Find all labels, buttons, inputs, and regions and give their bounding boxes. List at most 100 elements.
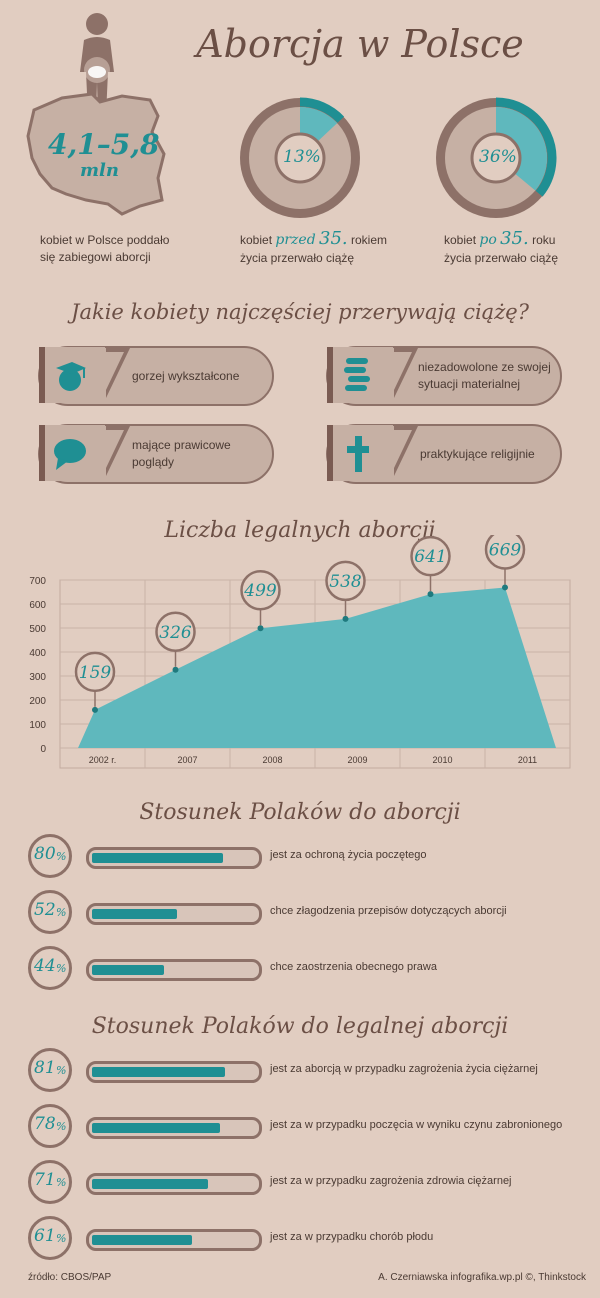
donut-after-35-caption: kobiet po 35. roku bbox=[444, 230, 555, 249]
who-item-politics-label: mające prawicowe poglądy bbox=[132, 438, 231, 469]
legal-attitude-row-label: jest za w przypadku chorób płodu bbox=[270, 1231, 434, 1243]
donut-after-35-cap-b: roku bbox=[532, 233, 556, 247]
pointer-triangle-icon bbox=[394, 348, 418, 398]
attitude-row-pct-circle bbox=[28, 946, 72, 990]
legal-attitude-row-pct-sign: % bbox=[56, 1120, 67, 1133]
donut-before-35 bbox=[240, 97, 360, 218]
chart-y-tick: 200 bbox=[29, 696, 46, 707]
attitude-row-pct-sign: % bbox=[56, 906, 67, 919]
pointer-triangle-icon bbox=[106, 348, 130, 398]
donut-before-35-value: 13% bbox=[283, 147, 321, 167]
attitude-row-pct-value: 44 bbox=[34, 956, 56, 976]
who-title: Jakie kobiety najczęściej przerywają cią… bbox=[71, 300, 529, 324]
chart-y-tick: 400 bbox=[29, 648, 46, 659]
pregnant-woman-icon bbox=[80, 13, 114, 115]
legal-attitude-row-pct-value: 61 bbox=[34, 1226, 56, 1246]
donut-after-35-cap-num: 35. bbox=[500, 228, 529, 249]
pointer-triangle-icon bbox=[394, 426, 418, 476]
chart-label-bubble bbox=[325, 560, 366, 602]
attitude-row-label: chce złagodzenia przepisów dotyczących a… bbox=[270, 905, 507, 917]
coins-icon bbox=[344, 358, 370, 391]
donut-before-35-caption: kobiet przed 35. rokiem bbox=[240, 230, 387, 249]
cross-icon bbox=[347, 436, 369, 472]
footer-source: źródło: CBOS/PAP bbox=[28, 1272, 112, 1283]
who-item-finance-box bbox=[327, 347, 393, 403]
chart-label-bubble bbox=[240, 569, 281, 611]
donut-after-35 bbox=[436, 97, 557, 218]
legal-attitude-row-pct-value: 81 bbox=[34, 1058, 56, 1078]
chart-x-tick: 2007 bbox=[177, 755, 197, 765]
chart-label-bubble bbox=[155, 611, 196, 653]
chart-point bbox=[502, 584, 508, 591]
chart-x-tick: 2002 r. bbox=[89, 755, 117, 765]
who-item-religion: praktykujące religijnie bbox=[326, 424, 562, 484]
attitude-row-pct-value: 52 bbox=[34, 900, 56, 920]
chart-data-label: 326 bbox=[159, 623, 192, 643]
speech-bubble-icon bbox=[54, 439, 86, 470]
legal-attitudes-title: Stosunek Polaków do legalnej aborcji bbox=[91, 1014, 509, 1039]
chart-data-label: 538 bbox=[329, 572, 362, 592]
legal-attitude-row-label: jest za w przypadku zagrożenia zdrowia c… bbox=[270, 1175, 512, 1187]
donut-after-35-slice bbox=[496, 107, 547, 191]
legal-attitude-row-pct-value: 71 bbox=[34, 1170, 56, 1190]
chart-y-tick: 700 bbox=[29, 576, 46, 587]
chart-label-bubble bbox=[484, 535, 526, 570]
chart-data-label: 641 bbox=[414, 547, 446, 567]
page-title: Aborcja w Polsce bbox=[196, 22, 524, 66]
women-count-value: 4,1–5,8 bbox=[48, 128, 160, 161]
legal-attitude-row-pct-circle bbox=[28, 1160, 72, 1204]
donut-before-35-caption-2: życia przerwało ciążę bbox=[240, 251, 355, 265]
chart-y-tick: 0 bbox=[40, 744, 46, 755]
legal-attitude-row-bar-fill bbox=[92, 1179, 208, 1189]
attitude-row-bar-track bbox=[86, 903, 262, 925]
attitude-row-bar-track bbox=[86, 959, 262, 981]
legal-attitude-row-bar-fill bbox=[92, 1235, 192, 1245]
women-count-caption-1: kobiet w Polsce poddało bbox=[40, 233, 170, 247]
legal-attitude-row-pct-circle bbox=[28, 1216, 72, 1260]
legal-abortions-chart: 0 100 200 300 400 500 600 700 2002 r. 2007 2008 200… bbox=[29, 535, 571, 769]
legal-attitude-row-pct-circle bbox=[28, 1048, 72, 1092]
chart-y-tick: 600 bbox=[29, 600, 46, 611]
legal-attitude-row-bar-track bbox=[86, 1229, 262, 1251]
graduation-cap-icon bbox=[56, 362, 86, 391]
attitude-row-pct-sign: % bbox=[56, 850, 67, 863]
legal-chart-title: Liczba legalnych aborcji bbox=[164, 518, 436, 543]
attitude-row-label: jest za ochroną życia poczętego bbox=[270, 849, 427, 861]
women-count-caption-2: się zabiegowi aborcji bbox=[40, 250, 151, 264]
legal-attitude-row-pct-sign: % bbox=[56, 1232, 67, 1245]
chart-x-tick: 2011 bbox=[518, 755, 537, 765]
donut-after-35-value: 36% bbox=[479, 147, 517, 167]
who-item-education: gorzej wykształcone bbox=[38, 346, 274, 406]
legal-attitude-row-pct-sign: % bbox=[56, 1064, 67, 1077]
attitude-row-pct-sign: % bbox=[56, 962, 67, 975]
who-item-education-label: gorzej wykształcone bbox=[132, 369, 240, 383]
chart-y-tick: 500 bbox=[29, 624, 46, 635]
chart-data-label: 669 bbox=[489, 540, 522, 560]
donut-before-35-cap-num: 35. bbox=[319, 228, 348, 249]
legal-attitude-row-label: jest za w przypadku poczęcia w wyniku cz… bbox=[270, 1119, 563, 1131]
chart-x-tick: 2010 bbox=[432, 755, 452, 765]
legal-attitude-row-pct-sign: % bbox=[56, 1176, 67, 1189]
chart-label-bubble bbox=[74, 651, 116, 693]
legal-attitude-row-pct-circle bbox=[28, 1104, 72, 1148]
chart-point bbox=[172, 666, 179, 673]
donut-before-35-cap-a: kobiet bbox=[240, 233, 273, 247]
donut-after-35-caption-2: życia przerwało ciążę bbox=[444, 251, 559, 265]
chart-x-tick: 2008 bbox=[262, 755, 282, 765]
chart-data-label: 499 bbox=[243, 581, 277, 601]
legal-attitude-row-bar-fill bbox=[92, 1123, 220, 1133]
legal-attitude-row-bar-fill bbox=[92, 1067, 225, 1077]
donut-before-35-cap-em: przed bbox=[275, 232, 316, 248]
attitude-row-pct-circle bbox=[28, 890, 72, 934]
who-item-politics: mające prawicowe poglądy bbox=[38, 424, 274, 484]
donut-before-35-arc bbox=[299, 97, 345, 123]
attitude-row-bar-fill bbox=[92, 965, 164, 975]
legal-attitude-row-pct-value: 78 bbox=[34, 1114, 56, 1134]
chart-point bbox=[257, 625, 264, 632]
chart-point bbox=[92, 706, 98, 713]
footer-credit: A. Czerniawska infografika.wp.pl ©, Thin… bbox=[378, 1272, 586, 1283]
who-item-religion-label: praktykujące religijnie bbox=[420, 447, 535, 461]
chart-point bbox=[427, 591, 434, 598]
who-item-finance-label: niezadowolone ze swojej sytuacji materia… bbox=[418, 360, 551, 391]
attitude-row-bar-fill bbox=[92, 909, 177, 919]
